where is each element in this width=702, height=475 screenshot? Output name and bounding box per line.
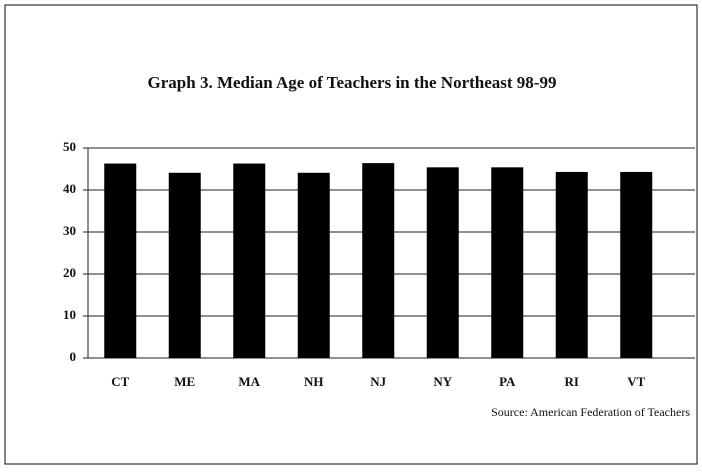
- y-tick-label: 40: [63, 181, 76, 196]
- y-tick-label: 20: [63, 265, 76, 280]
- chart-title: Graph 3. Median Age of Teachers in the N…: [148, 73, 557, 92]
- y-tick-label: 10: [63, 307, 76, 322]
- bar: [168, 172, 201, 358]
- bar: [426, 167, 459, 358]
- x-tick-label: CT: [111, 374, 129, 389]
- x-tick-label: NH: [304, 374, 324, 389]
- x-tick-label: MA: [238, 374, 260, 389]
- bar: [362, 163, 395, 358]
- bar: [233, 163, 266, 358]
- y-tick-label: 0: [70, 349, 77, 364]
- y-tick-label: 30: [63, 223, 76, 238]
- frame: [4, 4, 698, 465]
- x-tick-label: NY: [433, 374, 452, 389]
- bar: [555, 171, 588, 358]
- x-tick-label: NJ: [370, 374, 386, 389]
- x-tick-label: VT: [627, 374, 645, 389]
- y-tick-label: 50: [63, 139, 76, 154]
- bar: [491, 167, 524, 358]
- bar: [620, 171, 653, 358]
- bar: [297, 172, 330, 358]
- bar: [104, 163, 137, 358]
- source-note: Source: American Federation of Teachers: [491, 405, 690, 419]
- x-tick-label: RI: [565, 374, 579, 389]
- x-tick-label: ME: [174, 374, 195, 389]
- x-tick-label: PA: [499, 374, 516, 389]
